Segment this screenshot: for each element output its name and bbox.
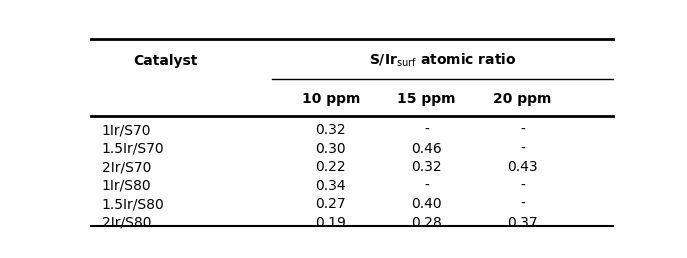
Text: -: - — [424, 123, 429, 137]
Text: 10 ppm: 10 ppm — [302, 92, 360, 106]
Text: 2Ir/S80: 2Ir/S80 — [102, 216, 151, 230]
Text: 0.46: 0.46 — [412, 142, 442, 156]
Text: S/Ir$_{\rm surf}$ atomic ratio: S/Ir$_{\rm surf}$ atomic ratio — [369, 52, 517, 69]
Text: 0.32: 0.32 — [412, 160, 442, 174]
Text: 0.37: 0.37 — [507, 216, 538, 230]
Text: 0.43: 0.43 — [507, 160, 538, 174]
Text: -: - — [520, 197, 525, 211]
Text: -: - — [520, 142, 525, 156]
Text: 0.27: 0.27 — [315, 197, 346, 211]
Text: 0.32: 0.32 — [315, 123, 346, 137]
Text: 2Ir/S70: 2Ir/S70 — [102, 160, 151, 174]
Text: 0.22: 0.22 — [315, 160, 346, 174]
Text: -: - — [520, 179, 525, 193]
Text: -: - — [424, 179, 429, 193]
Text: -: - — [520, 123, 525, 137]
Text: 0.28: 0.28 — [412, 216, 442, 230]
Text: 0.40: 0.40 — [412, 197, 442, 211]
Text: 1.5Ir/S70: 1.5Ir/S70 — [102, 142, 164, 156]
Text: 15 ppm: 15 ppm — [397, 92, 456, 106]
Text: 1Ir/S70: 1Ir/S70 — [102, 123, 151, 137]
Text: 0.19: 0.19 — [315, 216, 346, 230]
Text: 20 ppm: 20 ppm — [493, 92, 552, 106]
Text: Catalyst: Catalyst — [133, 54, 198, 68]
Text: 1.5Ir/S80: 1.5Ir/S80 — [102, 197, 165, 211]
Text: 0.30: 0.30 — [315, 142, 346, 156]
Text: 0.34: 0.34 — [315, 179, 346, 193]
Text: 1Ir/S80: 1Ir/S80 — [102, 179, 151, 193]
